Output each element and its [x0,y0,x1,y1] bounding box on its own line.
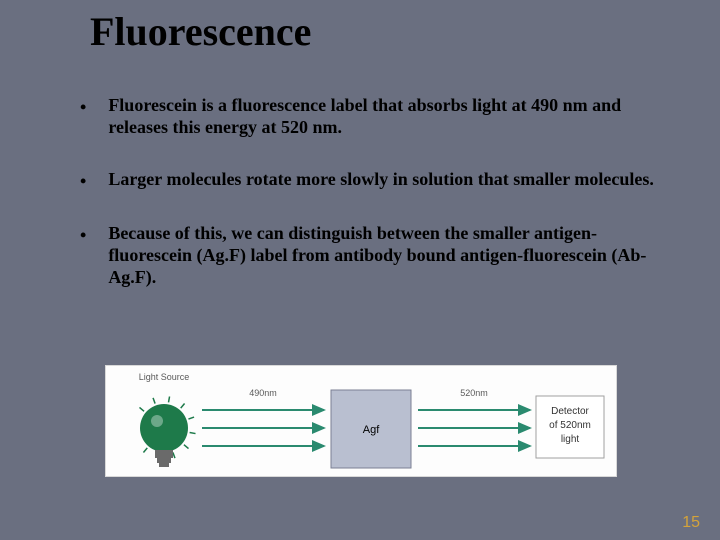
bullet-text: Because of this, we can distinguish betw… [108,222,660,288]
page-number: 15 [682,514,700,532]
bullet-item: • Because of this, we can distinguish be… [80,222,660,288]
bullet-item: • Larger molecules rotate more slowly in… [80,168,660,192]
bullet-list: • Fluorescein is a fluorescence label th… [80,94,660,318]
svg-text:520nm: 520nm [460,388,488,398]
svg-text:Detector: Detector [551,406,589,417]
bullet-marker: • [80,170,86,192]
svg-text:490nm: 490nm [249,388,277,398]
bullet-text: Larger molecules rotate more slowly in s… [108,168,654,190]
fluorescence-diagram: Light Source 490nm Agf 520nm Detector of 520n… [105,365,617,477]
bullet-item: • Fluorescein is a fluorescence label th… [80,94,660,138]
svg-text:Light Source: Light Source [139,372,190,382]
slide-title: Fluorescence [90,8,311,55]
svg-text:of 520nm: of 520nm [549,420,591,431]
svg-text:light: light [561,434,580,445]
bullet-text: Fluorescein is a fluorescence label that… [108,94,660,138]
slide: Fluorescence • Fluorescein is a fluoresc… [0,0,720,540]
bullet-marker: • [80,224,86,246]
bullet-marker: • [80,96,86,118]
svg-text:Agf: Agf [363,424,380,436]
